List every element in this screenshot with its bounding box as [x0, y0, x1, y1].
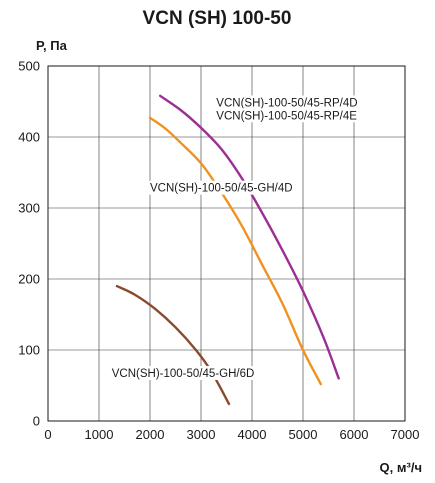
curve-label-1: VCN(SH)-100-50/45-RP/4D [216, 97, 357, 109]
curve-label-background [215, 95, 359, 110]
y-tick-label: 300 [18, 201, 40, 216]
x-tick-label: 2000 [136, 427, 165, 442]
y-tick-label: 0 [33, 414, 40, 429]
curve-label-2: VCN(SH)-100-50/45-RP/4E [216, 110, 357, 122]
x-tick-label: 7000 [391, 427, 420, 442]
x-tick-label: 5000 [289, 427, 318, 442]
plot-frame [47, 65, 406, 422]
series-line-3 [115, 284, 231, 406]
y-tick-label: 200 [18, 272, 40, 287]
x-tick-label: 3000 [187, 427, 216, 442]
curve-label-3: VCN(SH)-100-50/45-GH/4D [150, 183, 293, 195]
y-axis-title: P, Па [36, 38, 68, 53]
x-tick-label: 0 [44, 427, 51, 442]
x-tick-label: 4000 [238, 427, 267, 442]
series-line-1 [159, 94, 340, 380]
x-axis-title: Q, м³/ч [380, 460, 422, 475]
curve-label-background [149, 180, 294, 195]
series-line-2 [148, 116, 322, 386]
annotations: VCN(SH)-100-50/45-RP/4DVCN(SH)-100-50/45… [110, 95, 359, 380]
curve-label-background [110, 365, 256, 380]
grid [48, 66, 405, 421]
chart-title: VCN (SH) 100-50 [143, 8, 292, 29]
curve-label-4: VCN(SH)-100-50/45-GH/6D [112, 368, 255, 380]
y-tick-label: 400 [18, 130, 40, 145]
curve-label-background [215, 108, 358, 123]
y-tick-label: 500 [18, 59, 40, 74]
x-tick-label: 1000 [85, 427, 114, 442]
x-tick-label: 6000 [340, 427, 369, 442]
tick-labels: 0 1000 2000 3000 4000 5000 6000 7000 0 100 200 300 4… [18, 59, 419, 443]
y-tick-label: 100 [18, 343, 40, 358]
